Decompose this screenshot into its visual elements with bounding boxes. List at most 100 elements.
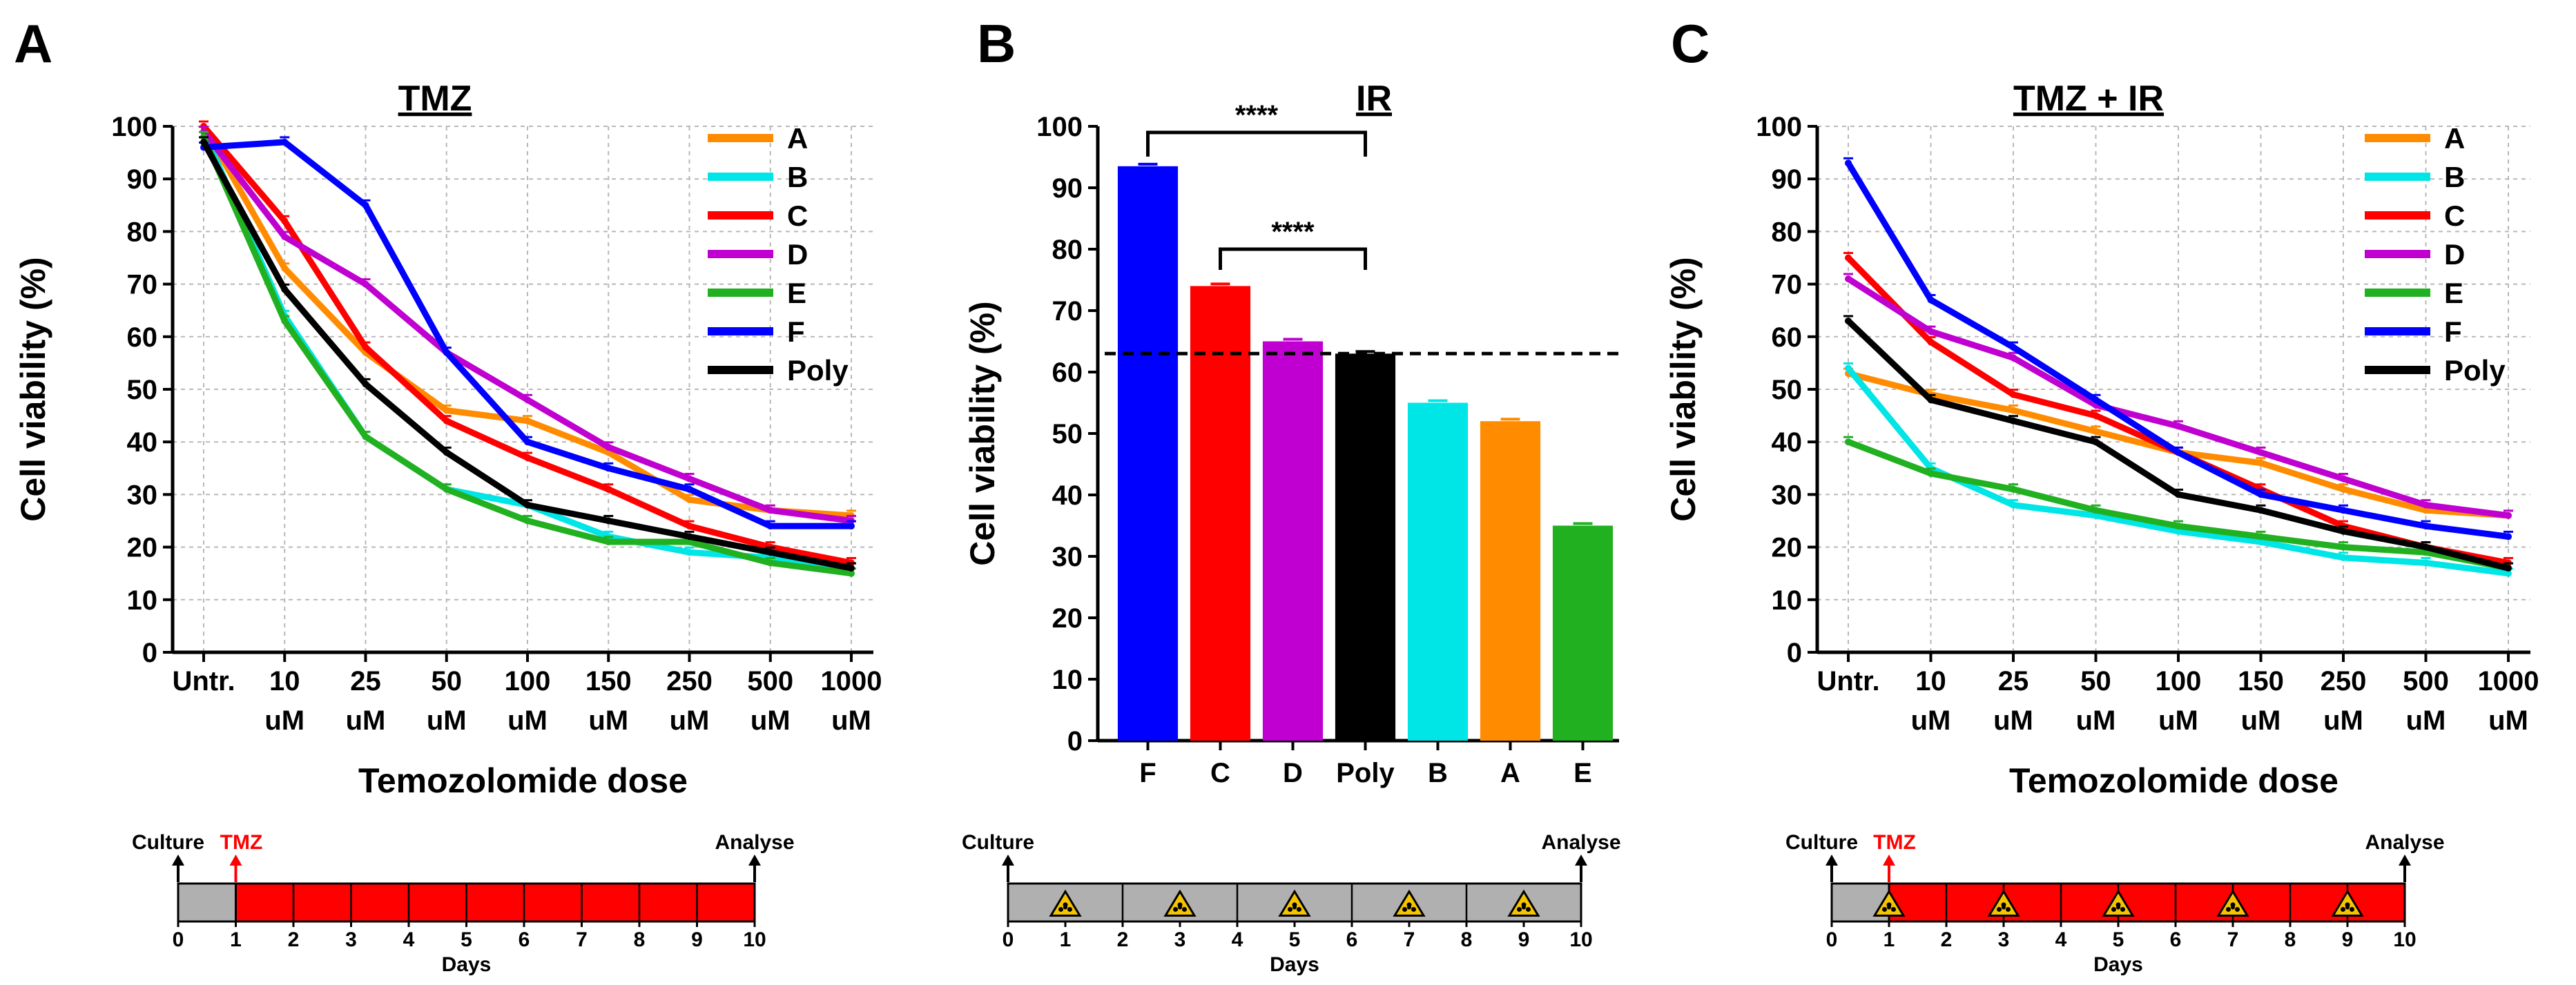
radiation-icon xyxy=(1278,889,1311,917)
bar-e xyxy=(1552,525,1614,741)
data-point xyxy=(686,475,693,482)
day-label: 3 xyxy=(1174,928,1186,951)
series-d xyxy=(1843,273,2513,519)
data-point xyxy=(2092,427,2100,435)
data-point xyxy=(766,549,774,556)
data-point xyxy=(2175,449,2182,456)
data-point xyxy=(281,317,289,324)
data-point xyxy=(605,517,612,525)
data-point xyxy=(2505,565,2512,572)
series-a xyxy=(199,120,856,519)
significance-label: **** xyxy=(1235,100,1279,130)
day-label: 7 xyxy=(2227,928,2239,951)
radiation-icon xyxy=(1163,889,1197,917)
data-point xyxy=(1845,254,1852,262)
legend-label: F xyxy=(787,315,805,348)
series-c xyxy=(199,120,856,567)
data-point xyxy=(1927,328,1935,335)
data-point xyxy=(2175,491,2182,498)
day-label: 8 xyxy=(1461,928,1473,951)
end-marker-label: Analyse xyxy=(715,831,794,854)
data-point xyxy=(686,496,693,504)
x-tick-label: Untr. xyxy=(172,666,235,696)
y-tick-label: 80 xyxy=(1052,235,1083,265)
panel-letter: B xyxy=(977,13,1016,74)
y-tick-label: 30 xyxy=(1052,542,1083,572)
series-e xyxy=(199,130,856,577)
data-point xyxy=(2340,485,2347,493)
data-point xyxy=(524,438,531,446)
bar-f xyxy=(1117,166,1179,741)
x-tick-label: uM xyxy=(2241,705,2281,736)
x-axis-label: Temozolomide dose xyxy=(358,761,688,800)
legend-label: D xyxy=(2444,238,2465,271)
x-tick-label: uM xyxy=(2406,705,2446,736)
bar-d xyxy=(1262,341,1324,741)
timeline-b: 0 1 2 3 4 5 6 7 8 9 10 Days Culture Analyse xyxy=(962,831,1621,976)
y-tick-label: 20 xyxy=(1052,603,1083,634)
timeline-a: 0 1 2 3 4 5 6 7 8 9 10 Days Culture Analyse TMZ xyxy=(132,831,795,976)
data-point xyxy=(686,533,693,540)
radiation-icon xyxy=(1393,889,1426,917)
x-tick-label: E xyxy=(1573,758,1592,788)
day-label: 10 xyxy=(1569,928,1592,951)
radiation-icon xyxy=(1507,889,1540,917)
data-point xyxy=(200,138,207,146)
data-point xyxy=(2257,459,2265,467)
y-tick-label: 60 xyxy=(127,322,158,353)
chart-title: TMZ + IR xyxy=(2013,79,2164,119)
x-tick-label: uM xyxy=(588,705,628,736)
radiation-icon xyxy=(2216,889,2249,917)
data-point xyxy=(2092,507,2100,514)
day-label: 5 xyxy=(1289,928,1301,951)
x-axis-label: Temozolomide dose xyxy=(2009,761,2338,800)
day-label: 10 xyxy=(743,928,766,951)
data-point xyxy=(524,417,531,425)
y-tick-label: 10 xyxy=(127,585,158,616)
x-tick-label: C xyxy=(1210,758,1230,788)
day-label: 0 xyxy=(1826,928,1838,951)
x-tick-label: D xyxy=(1283,758,1303,788)
radiation-icon xyxy=(2331,889,2364,917)
day-label: 8 xyxy=(2285,928,2296,951)
data-point xyxy=(2505,511,2512,519)
x-tick-label: F xyxy=(1139,758,1156,788)
data-point xyxy=(2010,344,2017,351)
x-tick-label: 1000 xyxy=(2478,666,2539,696)
data-point xyxy=(1927,338,1935,346)
data-point xyxy=(443,485,450,493)
start-marker-label: Culture xyxy=(962,831,1034,854)
x-tick-label: 25 xyxy=(350,666,381,696)
series-poly xyxy=(199,136,856,572)
series-poly xyxy=(1843,315,2513,572)
x-tick-label: uM xyxy=(264,705,304,736)
y-tick-label: 40 xyxy=(1052,480,1083,511)
y-tick-label: 30 xyxy=(127,480,158,510)
data-point xyxy=(2340,475,2347,482)
day-label: 9 xyxy=(2342,928,2354,951)
panel-letter: A xyxy=(14,13,52,74)
end-marker-label: Analyse xyxy=(2365,831,2444,854)
y-tick-label: 20 xyxy=(1772,533,1803,563)
x-tick-label: uM xyxy=(2488,705,2528,736)
x-tick-label: uM xyxy=(2323,705,2363,736)
data-point xyxy=(524,501,531,509)
data-point xyxy=(362,280,369,288)
data-point xyxy=(686,523,693,530)
y-tick-label: 0 xyxy=(142,638,157,668)
data-point xyxy=(766,559,774,567)
x-tick-label: 50 xyxy=(432,666,463,696)
legend-label: Poly xyxy=(2444,354,2506,387)
start-marker-arrow xyxy=(1002,855,1014,866)
data-point xyxy=(2257,449,2265,456)
legend-label: A xyxy=(787,122,808,155)
x-tick-label: 150 xyxy=(2238,666,2284,696)
data-point xyxy=(605,443,612,451)
data-point xyxy=(2092,511,2100,519)
x-tick-label: uM xyxy=(427,705,467,736)
y-tick-label: 80 xyxy=(1772,217,1803,247)
y-axis-label: Cell viability (%) xyxy=(963,301,1002,565)
data-point xyxy=(281,233,289,241)
